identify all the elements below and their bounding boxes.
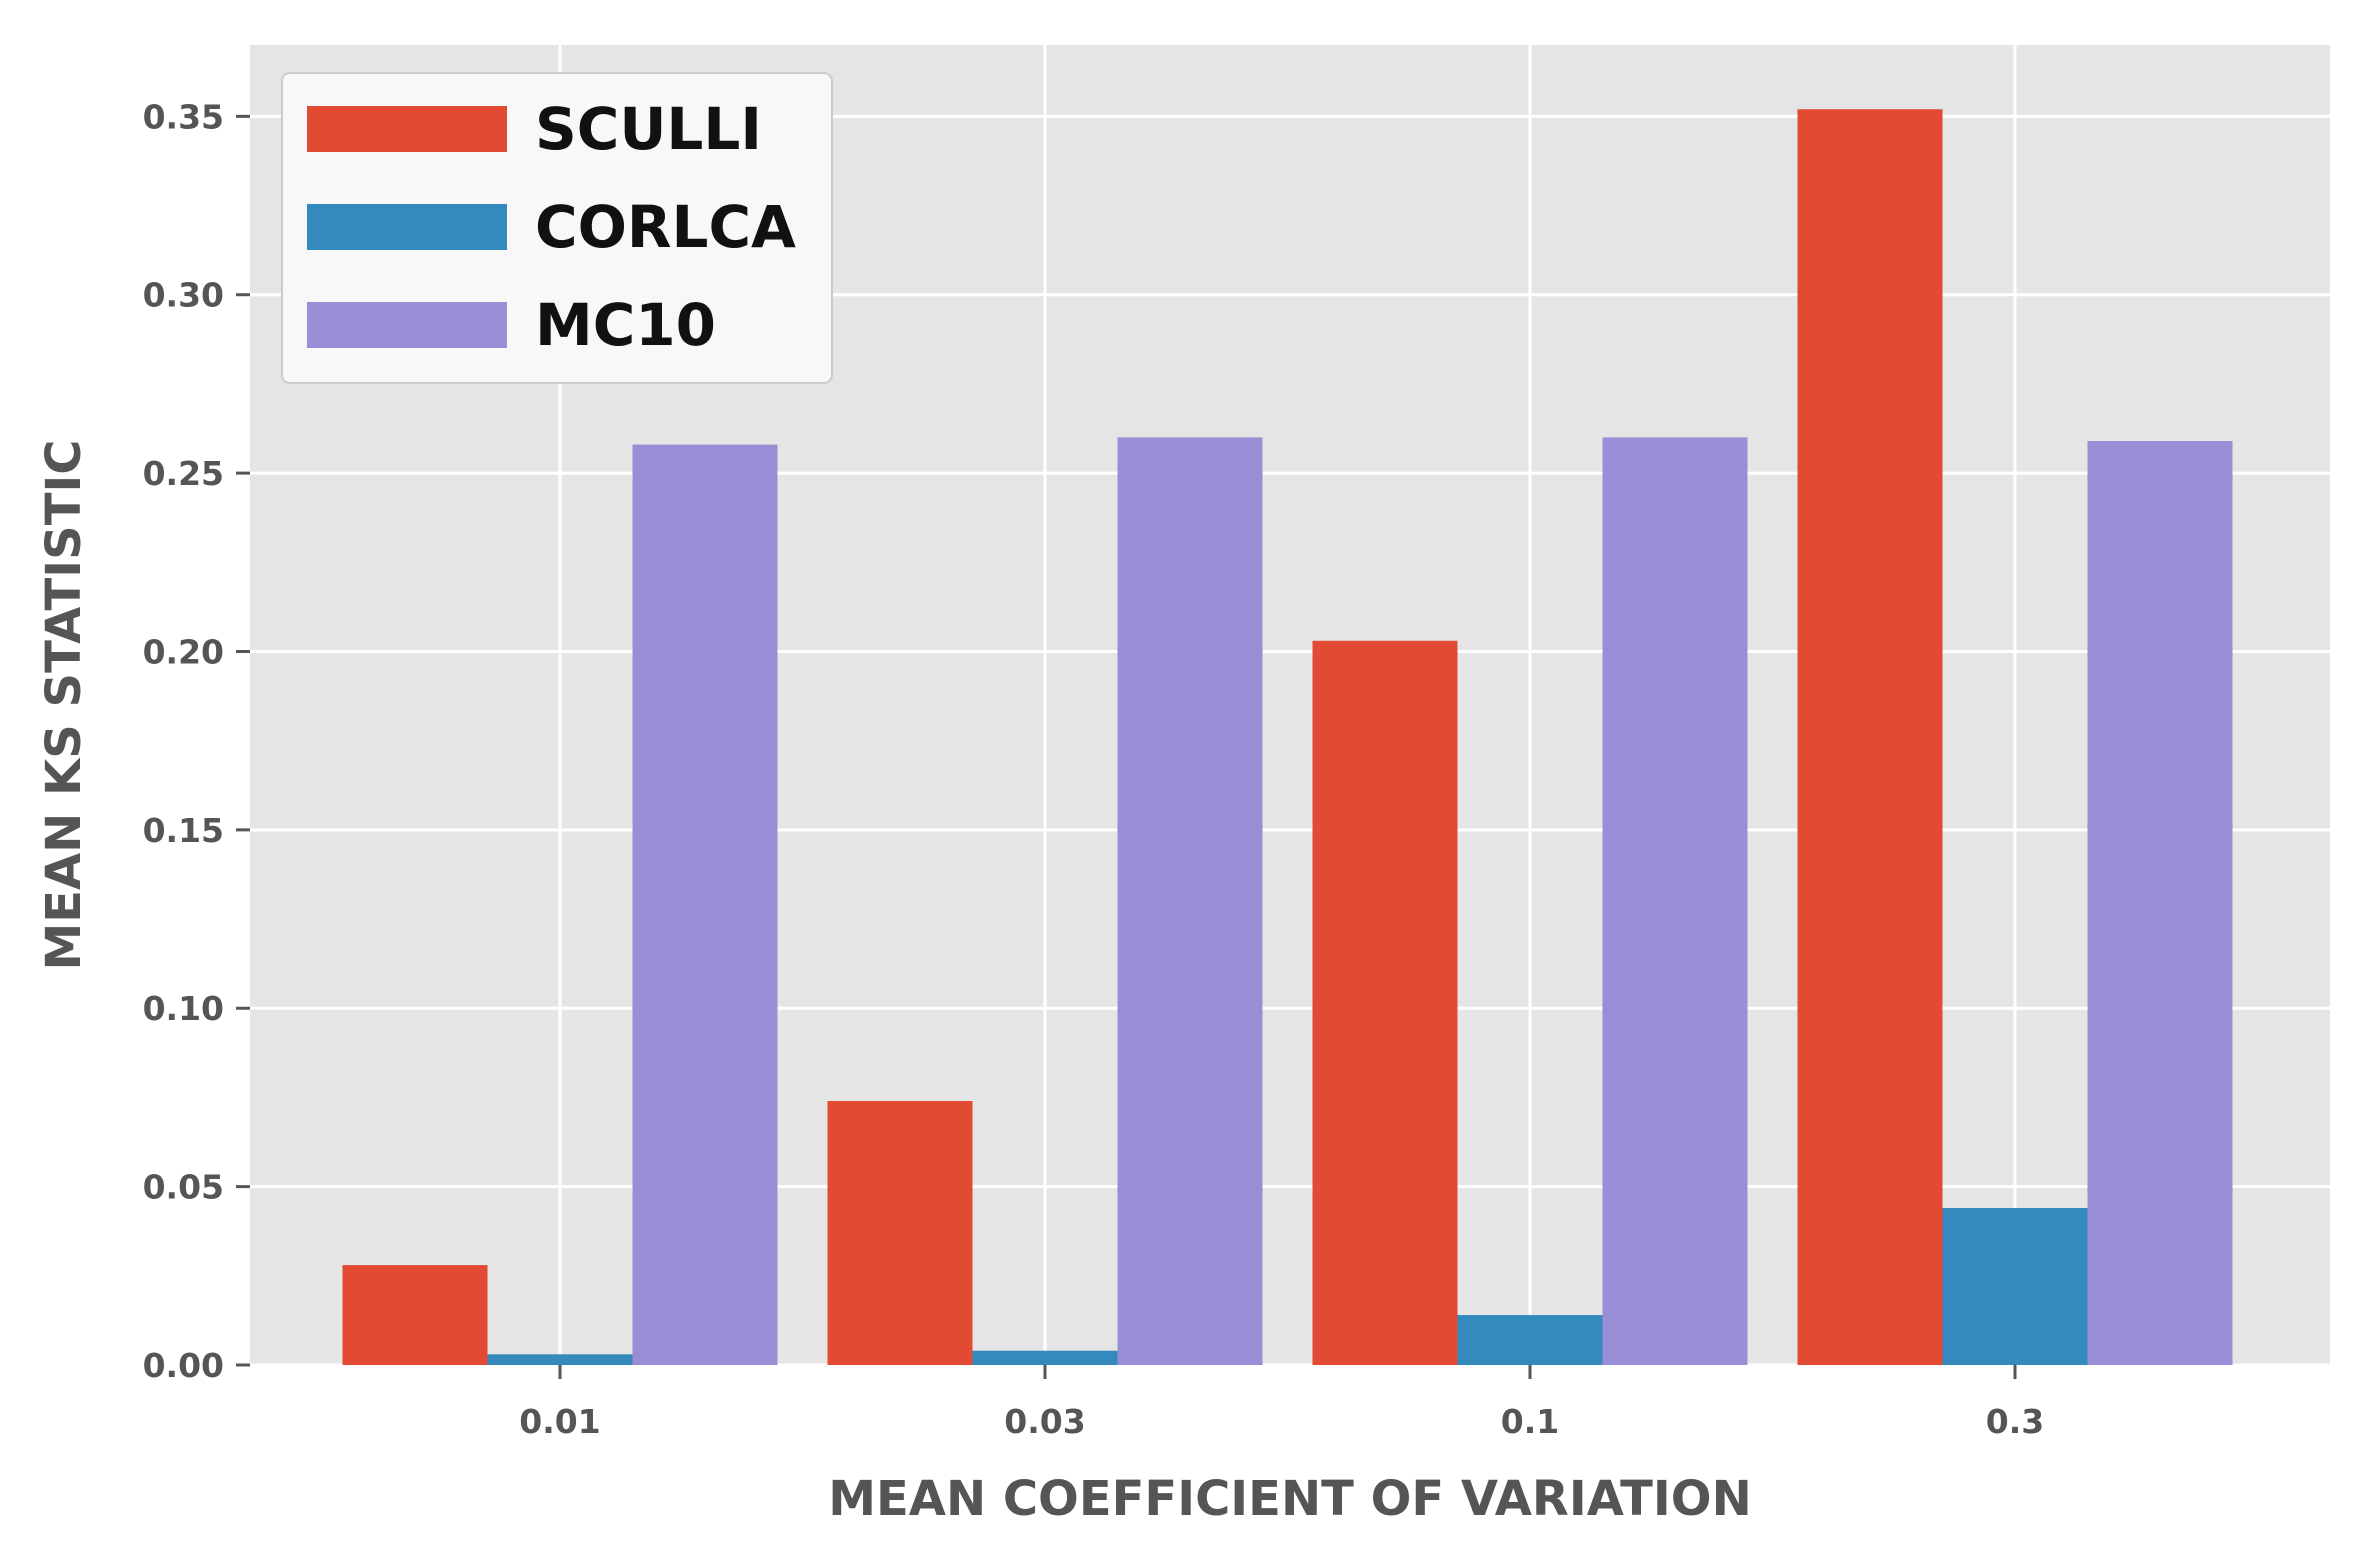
x-tick-label: 0.1 (1501, 1402, 1559, 1441)
bar-sculli-0.3 (1797, 109, 1943, 1366)
legend-swatch-mc10 (307, 302, 507, 348)
bar-sculli-0.03 (827, 1101, 973, 1365)
bar-mc10-0.03 (1117, 437, 1263, 1365)
x-axis-label: MEAN COEFFICIENT OF VARIATION (828, 1471, 1752, 1527)
bar-mc10-0.01 (632, 444, 778, 1365)
bar-sculli-0.1 (1312, 640, 1458, 1365)
bars (342, 109, 2233, 1366)
y-tick-label: 0.15 (143, 811, 224, 850)
bar-mc10-0.3 (2087, 441, 2233, 1365)
bar-mc10-0.1 (1602, 437, 1748, 1365)
legend: SCULLI CORLCA MC10 (281, 72, 833, 384)
x-tick-label: 0.01 (519, 1402, 600, 1441)
y-tick-label: 0.10 (143, 989, 224, 1028)
y-tick-label: 0.25 (143, 454, 224, 493)
bar-corlca-0.03 (972, 1350, 1118, 1365)
x-tick-label: 0.3 (1986, 1402, 2044, 1441)
bar-sculli-0.01 (342, 1265, 488, 1365)
y-tick-label: 0.20 (143, 632, 224, 671)
y-tick-label: 0.30 (143, 276, 224, 315)
x-tick-label: 0.03 (1004, 1402, 1085, 1441)
bar-corlca-0.3 (1942, 1208, 2088, 1365)
legend-label-corlca: CORLCA (535, 193, 796, 261)
legend-label-sculli: SCULLI (535, 95, 762, 163)
y-axis-label: MEAN KS STATISTIC (36, 439, 92, 970)
bar-corlca-0.01 (487, 1354, 633, 1365)
y-tick-label: 0.05 (143, 1168, 224, 1207)
legend-label-mc10: MC10 (535, 291, 716, 359)
legend-swatch-sculli (307, 106, 507, 152)
bar-corlca-0.1 (1457, 1315, 1603, 1365)
axis-ticks: 0.00 0.05 0.10 0.15 0.20 0.25 0.30 0.35 0.01 0.03… (143, 97, 2045, 1441)
y-tick-label: 0.00 (143, 1346, 224, 1385)
legend-swatch-corlca (307, 204, 507, 250)
y-tick-label: 0.35 (143, 97, 224, 136)
